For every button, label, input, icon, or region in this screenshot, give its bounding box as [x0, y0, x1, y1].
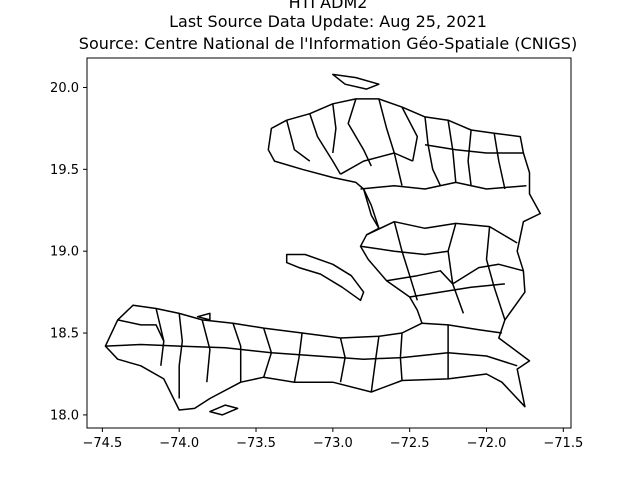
district-boundary-5 [467, 129, 472, 186]
district-boundary-18 [201, 319, 211, 383]
island-outline-1 [285, 253, 365, 302]
x-axis: −74.5 −74.0 −73.5 −73.0 −72.5 −72.0 −71.5 [82, 428, 583, 451]
district-boundary-20 [105, 343, 518, 367]
district-boundary-33 [452, 263, 524, 285]
y-tick-label-3: 19.5 [50, 163, 79, 178]
y-tick-label-2: 19.0 [50, 245, 79, 260]
y-tick-label-1: 18.5 [50, 327, 79, 342]
district-boundary-30 [424, 144, 524, 154]
district-boundary-34 [117, 319, 165, 342]
x-tick-label-1: −74.0 [159, 436, 199, 451]
x-tick-label-4: −72.5 [390, 436, 430, 451]
district-boundary-2 [309, 113, 342, 175]
district-boundary-27 [386, 270, 454, 285]
district-boundary-28 [285, 120, 311, 162]
district-boundary-29 [332, 103, 337, 154]
x-tick-label-0: −74.5 [82, 436, 122, 451]
district-boundary-10 [393, 221, 419, 301]
district-boundary-7 [347, 98, 372, 167]
district-boundary-32 [362, 188, 380, 229]
x-tick-label-2: −73.5 [236, 436, 276, 451]
island-outline-2 [332, 73, 380, 90]
x-tick-label-5: −72.0 [467, 436, 507, 451]
district-boundary-21 [293, 332, 303, 383]
district-boundary-6 [493, 133, 506, 190]
island-outline-3 [209, 404, 239, 416]
figure-title: HTI ADM2 Last Source Data Update: Aug 25… [79, 0, 577, 53]
map-shapes [104, 73, 542, 416]
title-line-3: Source: Centre National de l'Information… [79, 34, 577, 53]
district-boundary-22 [370, 336, 380, 393]
district-boundary-4 [424, 116, 442, 187]
y-tick-label-4: 20.0 [50, 81, 79, 96]
x-tick-label-6: −71.5 [543, 436, 583, 451]
district-boundary-0 [366, 220, 518, 244]
district-boundary-12 [485, 226, 506, 321]
title-line-1: HTI ADM2 [289, 0, 368, 12]
district-boundary-14 [421, 322, 503, 334]
y-tick-label-0: 18.0 [50, 408, 79, 423]
x-tick-label-3: −73.0 [313, 436, 353, 451]
y-axis: 18.0 18.5 19.0 19.5 20.0 [50, 81, 87, 423]
title-line-2: Last Source Data Update: Aug 25, 2021 [169, 12, 487, 31]
district-boundary-25 [232, 322, 242, 383]
axes-frame [86, 57, 572, 429]
island-outline-4 [196, 312, 211, 321]
district-boundary-26 [360, 245, 449, 256]
district-boundary-31 [340, 152, 414, 175]
district-boundary-8 [401, 106, 419, 162]
district-boundary-23 [178, 313, 184, 399]
district-boundary-13 [409, 283, 505, 298]
district-boundary-3 [378, 98, 403, 186]
district-boundary-11 [447, 223, 465, 314]
mainland-outline-0 [104, 98, 542, 411]
district-boundaries [105, 98, 527, 399]
